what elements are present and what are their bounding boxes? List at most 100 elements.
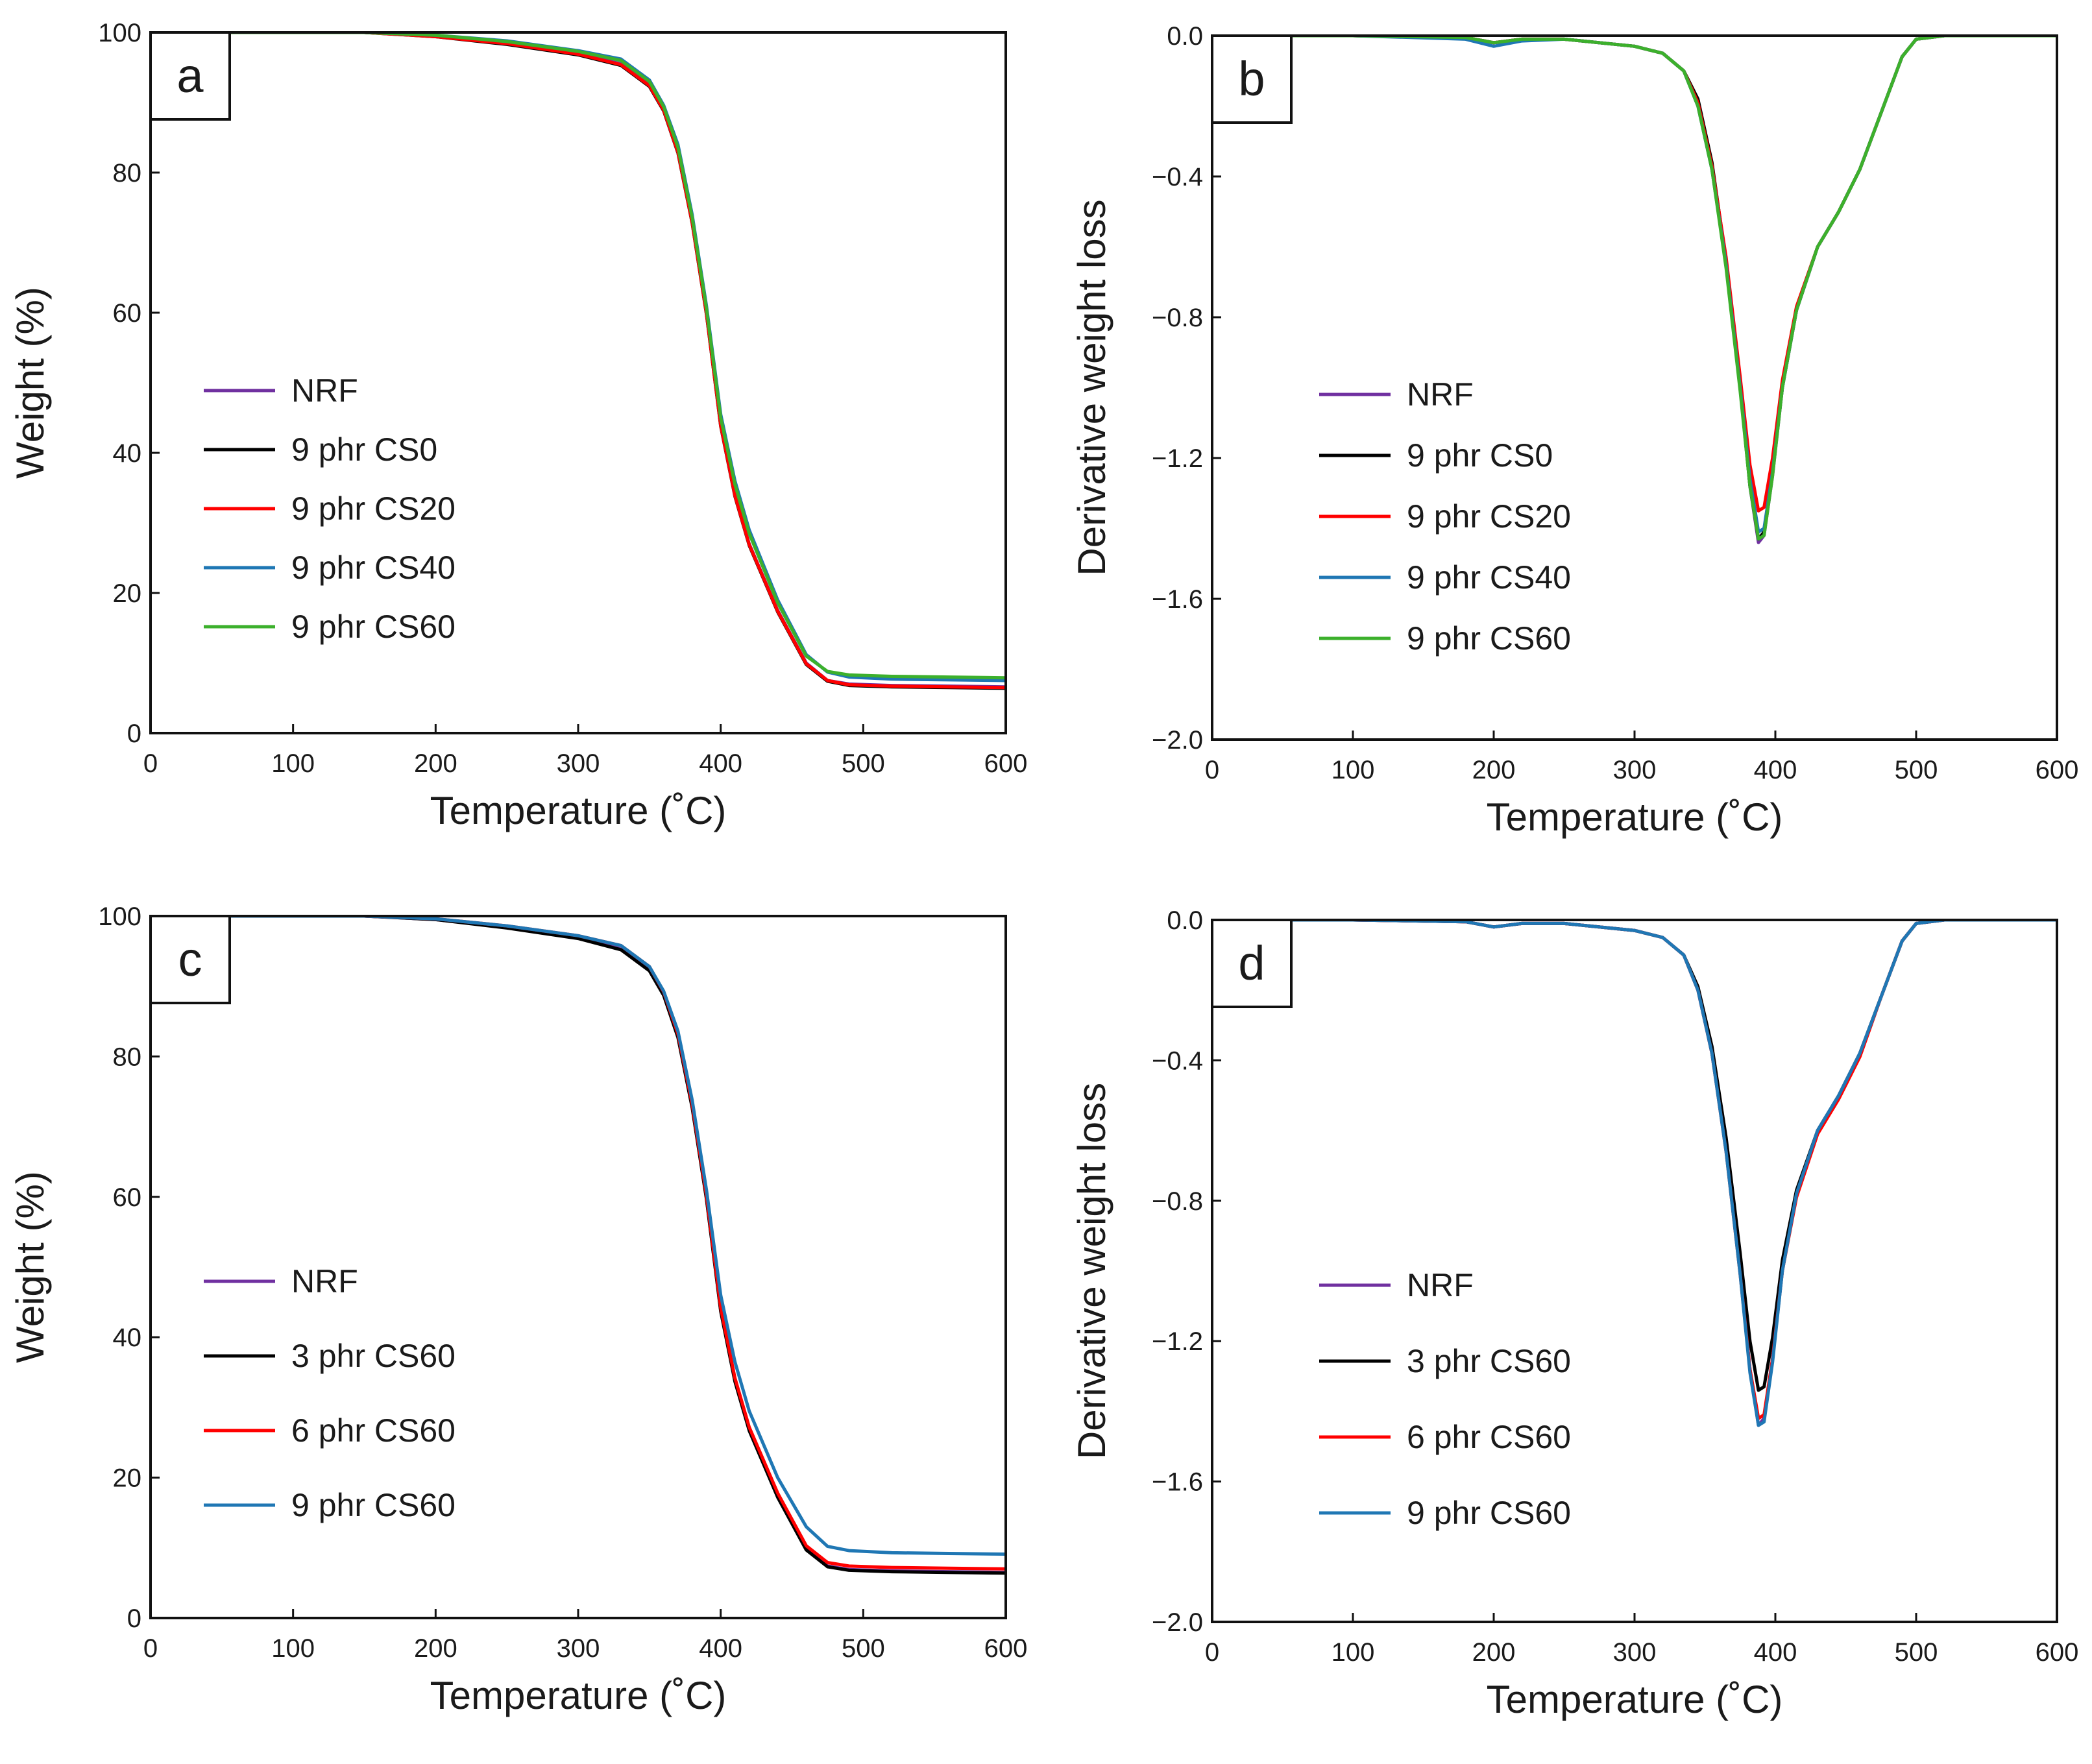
legend-label: 9 phr CS60 <box>291 609 456 645</box>
plot-frame <box>149 31 1007 734</box>
x-tick-label: 200 <box>414 749 457 778</box>
legend-label: NRF <box>1407 1267 1474 1303</box>
series-line-9-phr-cs20 <box>191 32 1006 690</box>
x-tick-label: 100 <box>1332 756 1375 784</box>
series-line-9-phr-cs0 <box>191 32 1006 690</box>
x-tick-label: 500 <box>842 1634 885 1663</box>
series-line-9-phr-cs60 <box>1252 920 2057 1427</box>
series-group <box>191 916 1006 1575</box>
x-tick-label: 500 <box>842 749 885 778</box>
series-line-3-phr-cs60 <box>191 916 1006 1575</box>
series-line-6-phr-cs60 <box>1252 920 2057 1420</box>
chart-panel-d: 0 100 200 300 400 500 600 0.0 −0.4 −0.8 −1.2 −1.6 −2… <box>1070 906 2078 1721</box>
legend: NRF 9 phr CS0 9 phr CS20 9 phr CS40 9 phr CS… <box>1319 376 1571 657</box>
y-tick-label: −1.6 <box>1152 1468 1203 1497</box>
series-group <box>191 32 1006 690</box>
legend-label: NRF <box>291 372 358 409</box>
y-tick-label: −2.0 <box>1152 726 1203 755</box>
x-tick-label: 200 <box>1472 756 1516 784</box>
x-axis-title: Temperature (˚C) <box>430 789 727 832</box>
legend: NRF 3 phr CS60 6 phr CS60 9 phr CS60 <box>1319 1267 1571 1531</box>
series-line-9-phr-cs60 <box>191 32 1006 680</box>
y-tick-label: 0 <box>127 1604 141 1633</box>
x-tick-label: 100 <box>1332 1638 1375 1667</box>
x-tick-label: 0 <box>143 1634 158 1663</box>
x-tick-label: 400 <box>699 749 742 778</box>
series-group <box>1252 36 2057 544</box>
legend-label: 9 phr CS20 <box>1407 498 1571 535</box>
chart-panel-c: 0 100 200 300 400 500 600 0 20 40 60 80 100 Temperatu… <box>8 902 1027 1717</box>
x-tick-label: 300 <box>557 749 600 778</box>
x-tick-label: 200 <box>414 1634 457 1663</box>
panel-letter-box <box>1211 919 1293 1008</box>
y-tick-label: 100 <box>98 19 141 47</box>
legend-label: 9 phr CS20 <box>291 490 456 527</box>
x-axis-title: Temperature (˚C) <box>430 1674 727 1717</box>
x-tick-label: 0 <box>143 749 158 778</box>
chart-panel-a: 0 100 200 300 400 500 600 0 20 40 60 80 100 Temperatu… <box>8 19 1027 832</box>
x-tick-label: 100 <box>271 1634 315 1663</box>
y-tick-label: −0.8 <box>1152 1187 1203 1216</box>
x-tick-label: 100 <box>271 749 315 778</box>
x-tick-label: 500 <box>1895 1638 1938 1667</box>
legend-label: 9 phr CS60 <box>1407 620 1571 657</box>
y-tick-label: 60 <box>113 299 142 328</box>
legend-label: 6 phr CS60 <box>291 1412 456 1449</box>
x-tick-label: 600 <box>2036 1638 2079 1667</box>
x-tick-label: 300 <box>1613 1638 1657 1667</box>
series-group <box>1252 920 2057 1427</box>
x-tick-label: 300 <box>557 1634 600 1663</box>
series-line-6-phr-cs60 <box>191 916 1006 1571</box>
y-tick-label: −0.4 <box>1152 163 1203 191</box>
y-axis-title: Weight (%) <box>8 287 52 479</box>
legend-label: 6 phr CS60 <box>1407 1419 1571 1455</box>
series-line-nrf <box>191 916 1006 1575</box>
series-line-nrf <box>1252 36 2057 544</box>
legend-label: 9 phr CS0 <box>291 431 437 468</box>
panel-letter-box <box>1211 34 1293 124</box>
legend: NRF 3 phr CS60 6 phr CS60 9 phr CS60 <box>204 1263 456 1523</box>
y-tick-label: −1.2 <box>1152 444 1203 473</box>
panel-letter: b <box>1238 52 1265 106</box>
x-tick-label: 400 <box>699 1634 742 1663</box>
x-tick-label: 500 <box>1895 756 1938 784</box>
x-tick-label: 600 <box>2036 756 2079 784</box>
y-tick-label: 40 <box>113 439 142 468</box>
y-tick-label: 40 <box>113 1323 142 1352</box>
y-tick-label: 0 <box>127 719 141 748</box>
legend-label: 9 phr CS40 <box>1407 559 1571 596</box>
legend-label: 9 phr CS60 <box>291 1487 456 1523</box>
panel-letter-box <box>149 31 231 121</box>
x-tick-label: 0 <box>1205 756 1219 784</box>
panel-letter-box <box>149 915 231 1004</box>
y-tick-label: 20 <box>113 1464 142 1493</box>
series-line-3-phr-cs60 <box>1252 920 2057 1392</box>
x-tick-label: 300 <box>1613 756 1657 784</box>
series-line-9-phr-cs60 <box>191 916 1006 1556</box>
plot-frame <box>1211 34 2058 741</box>
y-tick-label: 80 <box>113 159 142 187</box>
y-axis-title: Derivative weight loss <box>1070 199 1113 575</box>
plot-frame <box>149 915 1007 1619</box>
series-line-nrf <box>1252 920 2057 1427</box>
series-line-nrf <box>191 32 1006 689</box>
panel-letter: c <box>178 932 202 986</box>
y-tick-label: 60 <box>113 1183 142 1212</box>
x-tick-label: 200 <box>1472 1638 1516 1667</box>
x-tick-label: 400 <box>1754 1638 1797 1667</box>
chart-panel-b: 0 100 200 300 400 500 600 0.0 −0.4 −0.8 −1.2 −1.6 −2… <box>1070 22 2078 839</box>
y-axis-title: Derivative weight loss <box>1070 1083 1113 1459</box>
x-axis-title: Temperature (˚C) <box>1487 795 1783 839</box>
series-line-9-phr-cs40 <box>1252 36 2057 534</box>
legend: NRF 9 phr CS0 9 phr CS20 9 phr CS40 9 phr CS… <box>204 372 456 645</box>
y-tick-label: 80 <box>113 1043 142 1071</box>
legend-label: 9 phr CS0 <box>1407 437 1553 474</box>
legend-label: 9 phr CS60 <box>1407 1495 1571 1531</box>
panel-letter: a <box>176 49 204 103</box>
x-tick-label: 600 <box>984 1634 1028 1663</box>
y-tick-label: 20 <box>113 579 142 608</box>
y-tick-label: −1.6 <box>1152 585 1203 614</box>
series-line-9-phr-cs20 <box>1252 36 2057 513</box>
x-axis-title: Temperature (˚C) <box>1487 1678 1783 1721</box>
